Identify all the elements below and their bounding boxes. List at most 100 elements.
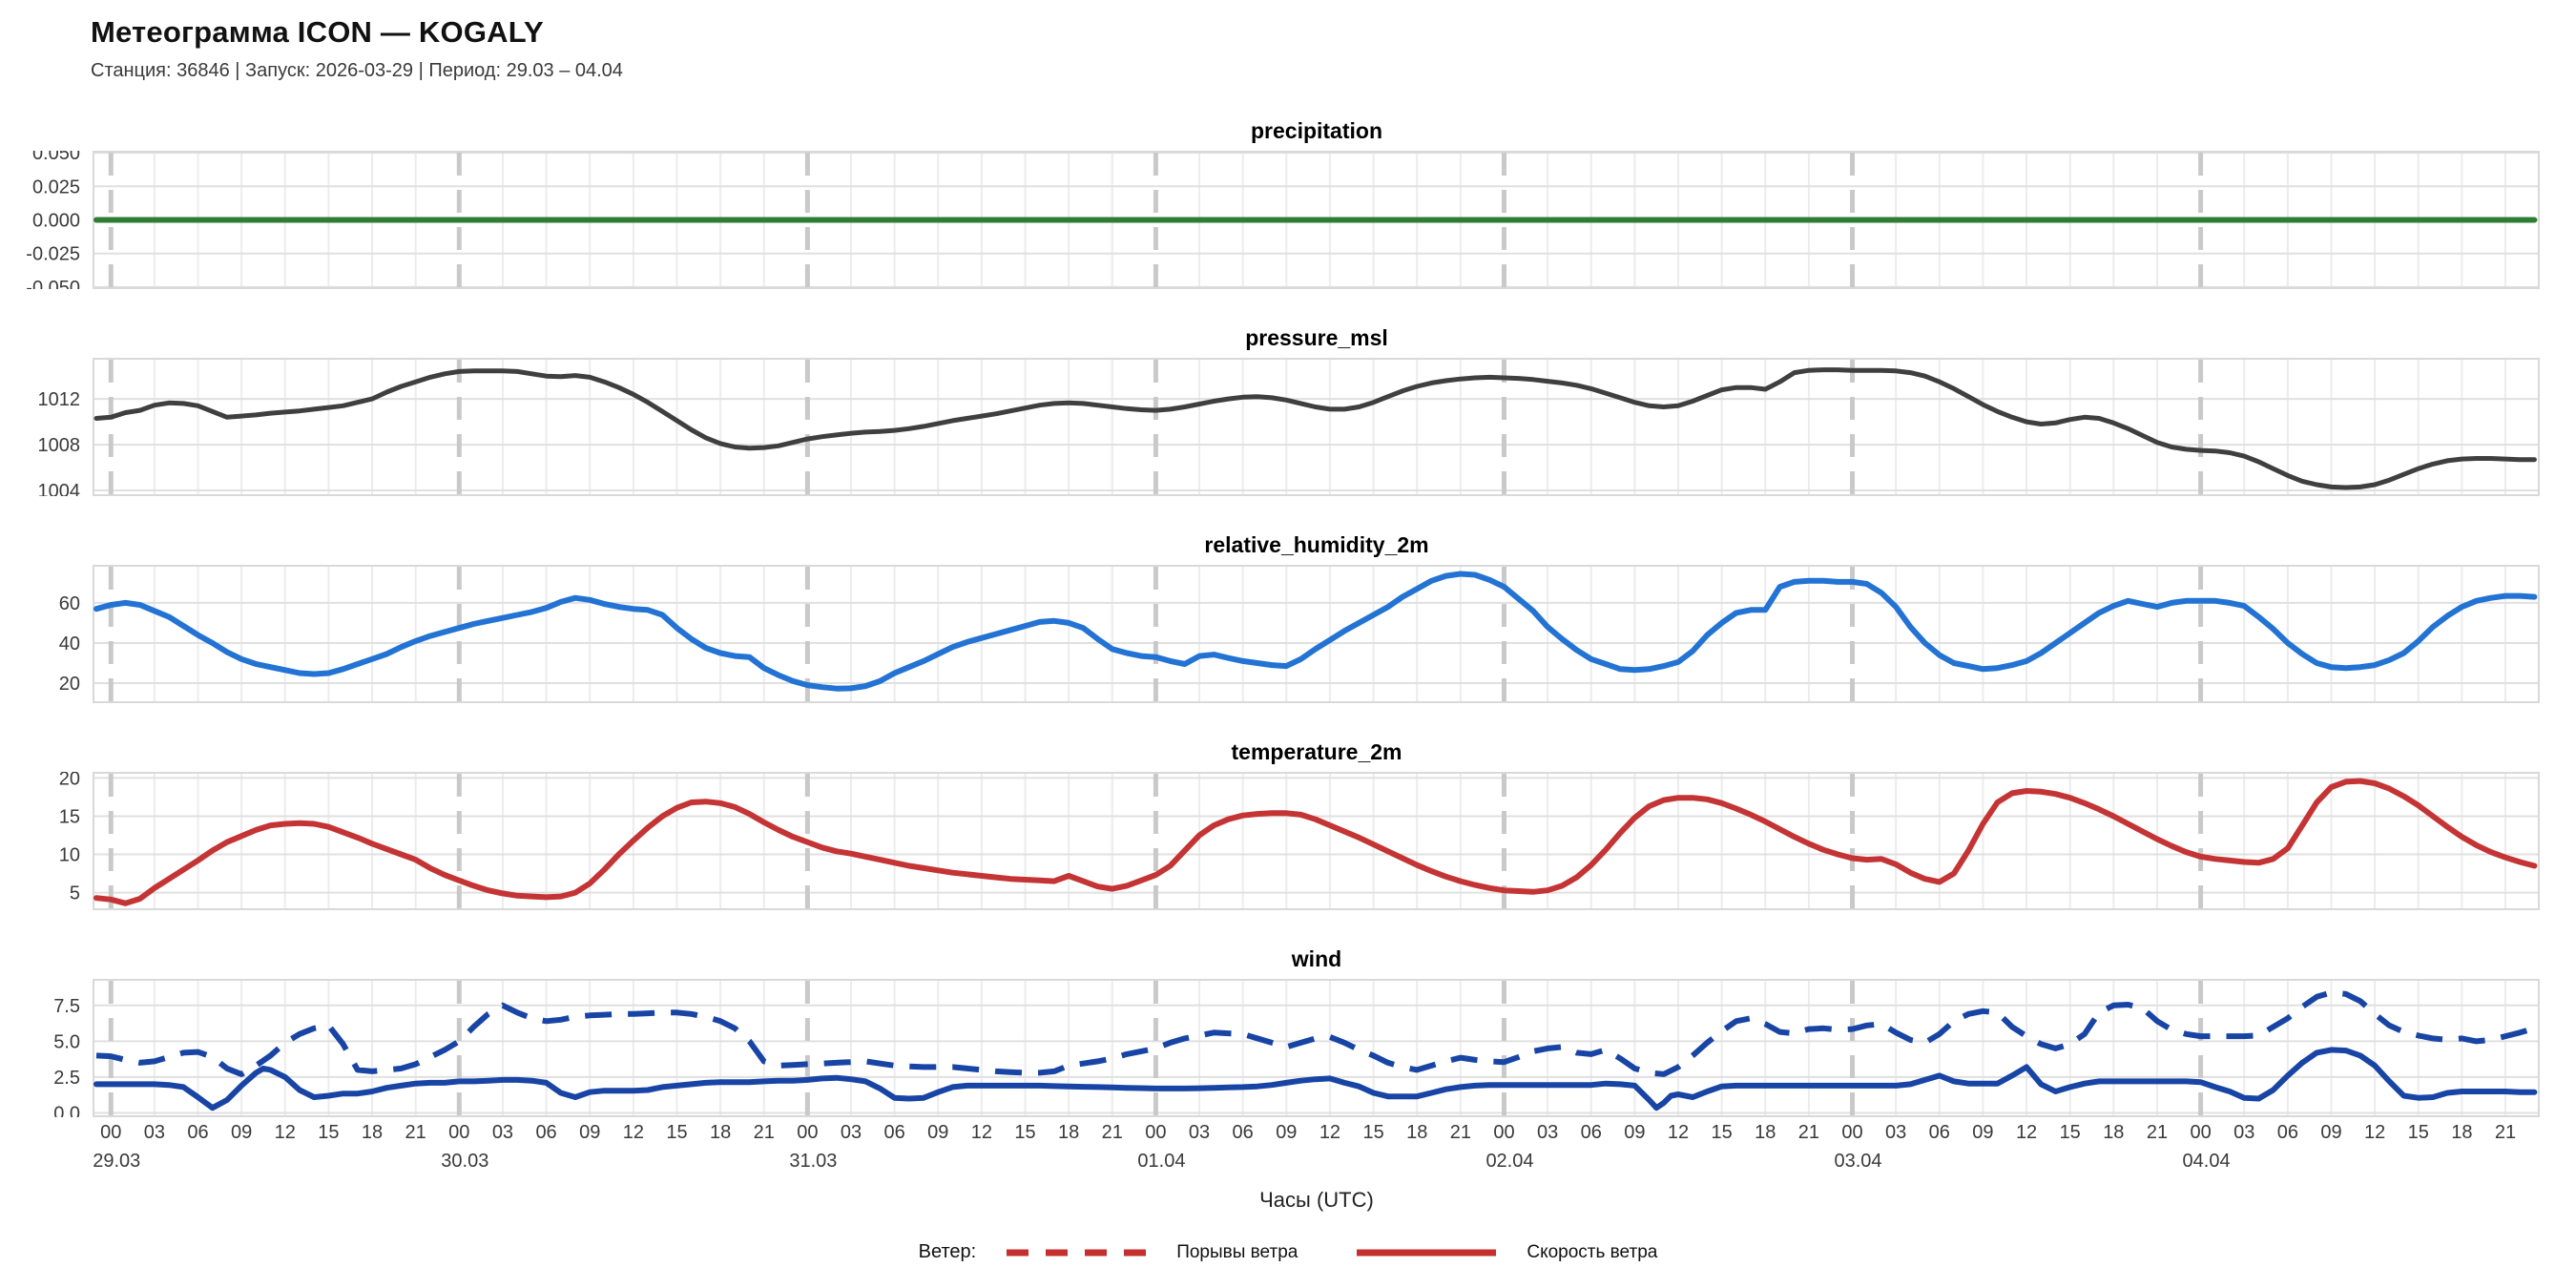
precipitation-chart: 0.050 0.025 0.000 -0.025 -0.050 (26, 151, 2540, 289)
svg-text:06: 06 (1581, 1122, 1602, 1143)
panel-title-temperature: temperature_2m (1231, 739, 1402, 764)
svg-text:09: 09 (1972, 1122, 1993, 1143)
svg-text:18: 18 (2451, 1122, 2472, 1143)
svg-text:21: 21 (2147, 1122, 2168, 1143)
svg-text:06: 06 (884, 1122, 905, 1143)
svg-text:18: 18 (2103, 1122, 2124, 1143)
x-axis-labels: 00 03 06 09 12 15 18 21 29.03 00 03 06 09 12 15 18 21 30.… (93, 1122, 2516, 1172)
panel-wind: wind 7.5 5.0 2.5 0.0 (0, 946, 2576, 1117)
svg-text:60: 60 (59, 593, 80, 614)
svg-text:1008: 1008 (38, 435, 81, 456)
svg-text:1004: 1004 (38, 481, 81, 496)
legend-speed-label: Скорость ветра (1527, 1241, 1658, 1262)
svg-text:03: 03 (1537, 1122, 1558, 1143)
svg-text:15: 15 (1014, 1122, 1035, 1143)
svg-text:0.0: 0.0 (53, 1103, 80, 1117)
panel-temperature: temperature_2m 20 15 10 5 (0, 739, 2576, 910)
svg-text:09: 09 (579, 1122, 600, 1143)
svg-text:0.025: 0.025 (32, 177, 80, 197)
header: Метеограмма ICON — KOGALY Станция: 36846… (0, 0, 2576, 82)
svg-text:2.5: 2.5 (53, 1068, 80, 1089)
svg-text:15: 15 (2408, 1122, 2429, 1143)
svg-text:09: 09 (1624, 1122, 1645, 1143)
svg-text:30.03: 30.03 (441, 1151, 488, 1172)
svg-text:12: 12 (623, 1122, 644, 1143)
svg-text:09: 09 (1276, 1122, 1297, 1143)
panel-pressure: pressure_msl 1012 1008 1004 (0, 325, 2576, 496)
svg-text:09: 09 (927, 1122, 948, 1143)
legend-gusts-label: Порывы ветра (1176, 1241, 1298, 1262)
svg-text:18: 18 (1406, 1122, 1427, 1143)
temperature-chart: 20 15 10 5 (59, 772, 2540, 910)
svg-text:21: 21 (1102, 1122, 1123, 1143)
svg-text:06: 06 (1233, 1122, 1254, 1143)
panel-humidity: relative_humidity_2m 60 40 20 (0, 532, 2576, 703)
svg-text:15: 15 (59, 806, 80, 827)
svg-text:12: 12 (971, 1122, 992, 1143)
svg-text:03.04: 03.04 (1835, 1151, 1882, 1172)
svg-text:00: 00 (1493, 1122, 1514, 1143)
svg-text:00: 00 (100, 1122, 121, 1143)
svg-text:21: 21 (405, 1122, 426, 1143)
svg-text:15: 15 (2060, 1122, 2081, 1143)
svg-text:29.03: 29.03 (93, 1151, 140, 1172)
svg-text:04.04: 04.04 (2183, 1151, 2231, 1172)
speed-solid-swatch (1357, 1249, 1497, 1256)
svg-text:0.050: 0.050 (32, 151, 80, 164)
humidity-chart: 60 40 20 (59, 565, 2540, 703)
svg-text:20: 20 (59, 674, 80, 695)
wind-chart: 7.5 5.0 2.5 0.0 (53, 979, 2540, 1117)
svg-text:20: 20 (59, 772, 80, 789)
svg-text:00: 00 (797, 1122, 818, 1143)
svg-text:02.04: 02.04 (1485, 1151, 1533, 1172)
svg-text:09: 09 (231, 1122, 252, 1143)
svg-text:40: 40 (59, 634, 80, 654)
svg-text:12: 12 (2364, 1122, 2385, 1143)
panel-title-humidity: relative_humidity_2m (1204, 532, 1429, 557)
panel-title-wind: wind (1291, 946, 1342, 971)
svg-text:01.04: 01.04 (1137, 1151, 1185, 1172)
svg-text:12: 12 (1668, 1122, 1689, 1143)
svg-text:12: 12 (275, 1122, 296, 1143)
page-title: Метеограмма ICON — KOGALY (91, 15, 544, 49)
svg-text:03: 03 (1189, 1122, 1210, 1143)
svg-text:0.000: 0.000 (32, 211, 80, 232)
svg-text:06: 06 (2277, 1122, 2298, 1143)
svg-text:-0.025: -0.025 (26, 244, 80, 265)
svg-text:7.5: 7.5 (53, 996, 80, 1017)
svg-text:12: 12 (1319, 1122, 1340, 1143)
svg-text:21: 21 (754, 1122, 775, 1143)
svg-text:5: 5 (70, 883, 80, 904)
svg-text:15: 15 (1362, 1122, 1383, 1143)
page-subtitle: Станция: 36846 | Запуск: 2026-03-29 | Пе… (91, 60, 623, 81)
x-axis-title: Часы (UTC) (1259, 1188, 1374, 1212)
svg-text:03: 03 (2233, 1122, 2254, 1143)
svg-text:00: 00 (448, 1122, 469, 1143)
svg-text:00: 00 (1145, 1122, 1166, 1143)
panel-title-pressure: pressure_msl (1245, 325, 1388, 350)
svg-text:03: 03 (144, 1122, 165, 1143)
pressure-chart: 1012 1008 1004 (38, 358, 2540, 496)
svg-text:03: 03 (492, 1122, 513, 1143)
panel-title-precipitation: precipitation (1250, 118, 1382, 143)
svg-text:15: 15 (666, 1122, 687, 1143)
svg-text:00: 00 (2190, 1122, 2211, 1143)
svg-text:06: 06 (1929, 1122, 1950, 1143)
svg-text:18: 18 (1058, 1122, 1079, 1143)
svg-text:-0.050: -0.050 (26, 278, 80, 289)
svg-text:06: 06 (535, 1122, 556, 1143)
wind-legend: Ветер: Порывы ветра Скорость ветра (0, 1241, 2576, 1263)
svg-text:12: 12 (2016, 1122, 2037, 1143)
svg-text:18: 18 (362, 1122, 383, 1143)
svg-text:1012: 1012 (38, 389, 81, 410)
svg-text:06: 06 (187, 1122, 208, 1143)
svg-text:03: 03 (1885, 1122, 1906, 1143)
svg-text:21: 21 (2495, 1122, 2516, 1143)
svg-text:15: 15 (318, 1122, 339, 1143)
gusts-dashed-swatch (1007, 1249, 1147, 1256)
svg-text:00: 00 (1841, 1122, 1862, 1143)
svg-text:09: 09 (2320, 1122, 2341, 1143)
legend-prefix: Ветер: (918, 1241, 977, 1262)
svg-text:21: 21 (1450, 1122, 1471, 1143)
